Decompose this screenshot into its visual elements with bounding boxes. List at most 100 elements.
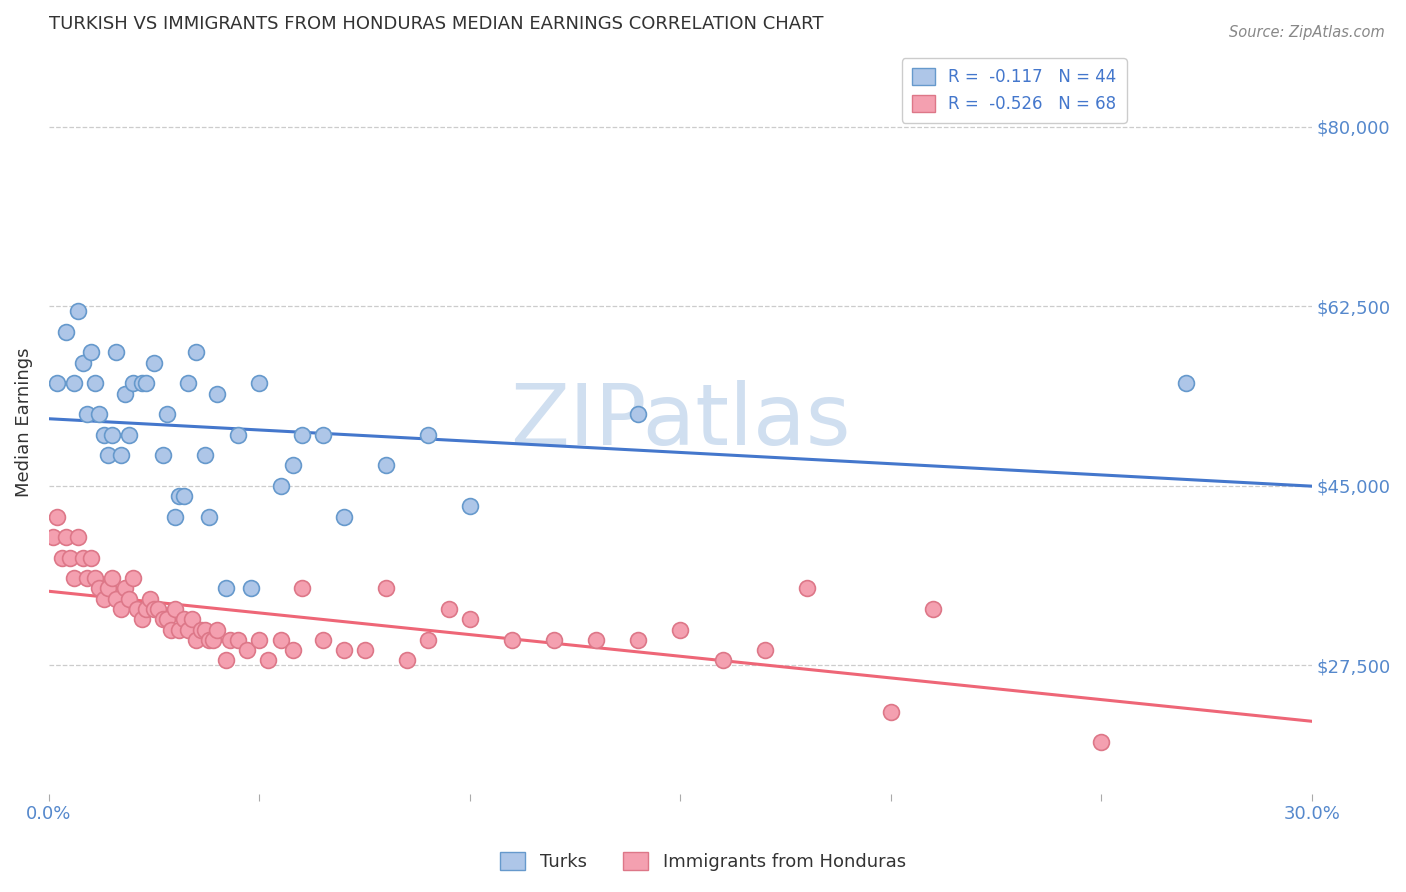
Text: Source: ZipAtlas.com: Source: ZipAtlas.com — [1229, 25, 1385, 40]
Point — [249, 376, 271, 391]
Point — [114, 386, 136, 401]
Point — [46, 509, 69, 524]
Point — [281, 458, 304, 473]
Point — [97, 448, 120, 462]
Point — [190, 623, 212, 637]
Point — [332, 643, 354, 657]
Point — [143, 356, 166, 370]
Point — [169, 489, 191, 503]
Point — [93, 591, 115, 606]
Point — [139, 591, 162, 606]
Point — [177, 376, 200, 391]
Point — [922, 602, 945, 616]
Point — [80, 345, 103, 359]
Point — [105, 591, 128, 606]
Point — [257, 653, 280, 667]
Point — [236, 643, 259, 657]
Point — [118, 591, 141, 606]
Legend: R =  -0.117   N = 44, R =  -0.526   N = 68: R = -0.117 N = 44, R = -0.526 N = 68 — [901, 58, 1126, 123]
Point — [173, 489, 195, 503]
Point — [93, 427, 115, 442]
Point — [76, 407, 98, 421]
Point — [84, 376, 107, 391]
Point — [42, 530, 65, 544]
Point — [186, 345, 208, 359]
Point — [458, 612, 481, 626]
Point — [46, 376, 69, 391]
Point — [181, 612, 204, 626]
Point — [76, 571, 98, 585]
Point — [543, 632, 565, 647]
Point — [59, 550, 82, 565]
Point — [165, 602, 187, 616]
Point — [332, 509, 354, 524]
Point — [202, 632, 225, 647]
Point — [122, 571, 145, 585]
Y-axis label: Median Earnings: Median Earnings — [15, 347, 32, 497]
Point — [311, 632, 333, 647]
Point — [290, 427, 312, 442]
Point — [118, 427, 141, 442]
Point — [97, 582, 120, 596]
Point — [219, 632, 242, 647]
Point — [55, 325, 77, 339]
Point — [194, 623, 217, 637]
Point — [228, 427, 250, 442]
Point — [207, 623, 229, 637]
Point — [1174, 376, 1197, 391]
Point — [122, 376, 145, 391]
Point — [143, 602, 166, 616]
Point — [416, 427, 439, 442]
Point — [228, 632, 250, 647]
Point — [281, 643, 304, 657]
Point — [156, 407, 179, 421]
Point — [270, 479, 292, 493]
Point — [198, 509, 221, 524]
Point — [165, 509, 187, 524]
Point — [627, 632, 650, 647]
Point — [72, 550, 94, 565]
Point — [152, 612, 174, 626]
Point — [458, 500, 481, 514]
Point — [89, 582, 111, 596]
Point — [374, 458, 396, 473]
Point — [627, 407, 650, 421]
Point — [416, 632, 439, 647]
Point — [186, 632, 208, 647]
Point — [114, 582, 136, 596]
Point — [110, 448, 132, 462]
Point — [249, 632, 271, 647]
Point — [207, 386, 229, 401]
Point — [135, 602, 157, 616]
Point — [311, 427, 333, 442]
Point — [194, 448, 217, 462]
Point — [105, 345, 128, 359]
Point — [501, 632, 523, 647]
Point — [353, 643, 375, 657]
Point — [131, 376, 153, 391]
Point — [89, 407, 111, 421]
Point — [880, 705, 903, 719]
Point — [51, 550, 73, 565]
Text: ZIPatlas: ZIPatlas — [510, 380, 851, 463]
Point — [101, 427, 124, 442]
Point — [67, 530, 90, 544]
Point — [240, 582, 263, 596]
Point — [63, 571, 86, 585]
Point — [669, 623, 692, 637]
Point — [55, 530, 77, 544]
Point — [585, 632, 607, 647]
Point — [110, 602, 132, 616]
Point — [177, 623, 200, 637]
Text: TURKISH VS IMMIGRANTS FROM HONDURAS MEDIAN EARNINGS CORRELATION CHART: TURKISH VS IMMIGRANTS FROM HONDURAS MEDI… — [49, 15, 824, 33]
Point — [67, 304, 90, 318]
Point — [711, 653, 734, 667]
Point — [152, 448, 174, 462]
Point — [72, 356, 94, 370]
Legend: Turks, Immigrants from Honduras: Turks, Immigrants from Honduras — [494, 845, 912, 879]
Point — [63, 376, 86, 391]
Point — [215, 582, 238, 596]
Point — [754, 643, 776, 657]
Point — [1090, 735, 1112, 749]
Point — [395, 653, 418, 667]
